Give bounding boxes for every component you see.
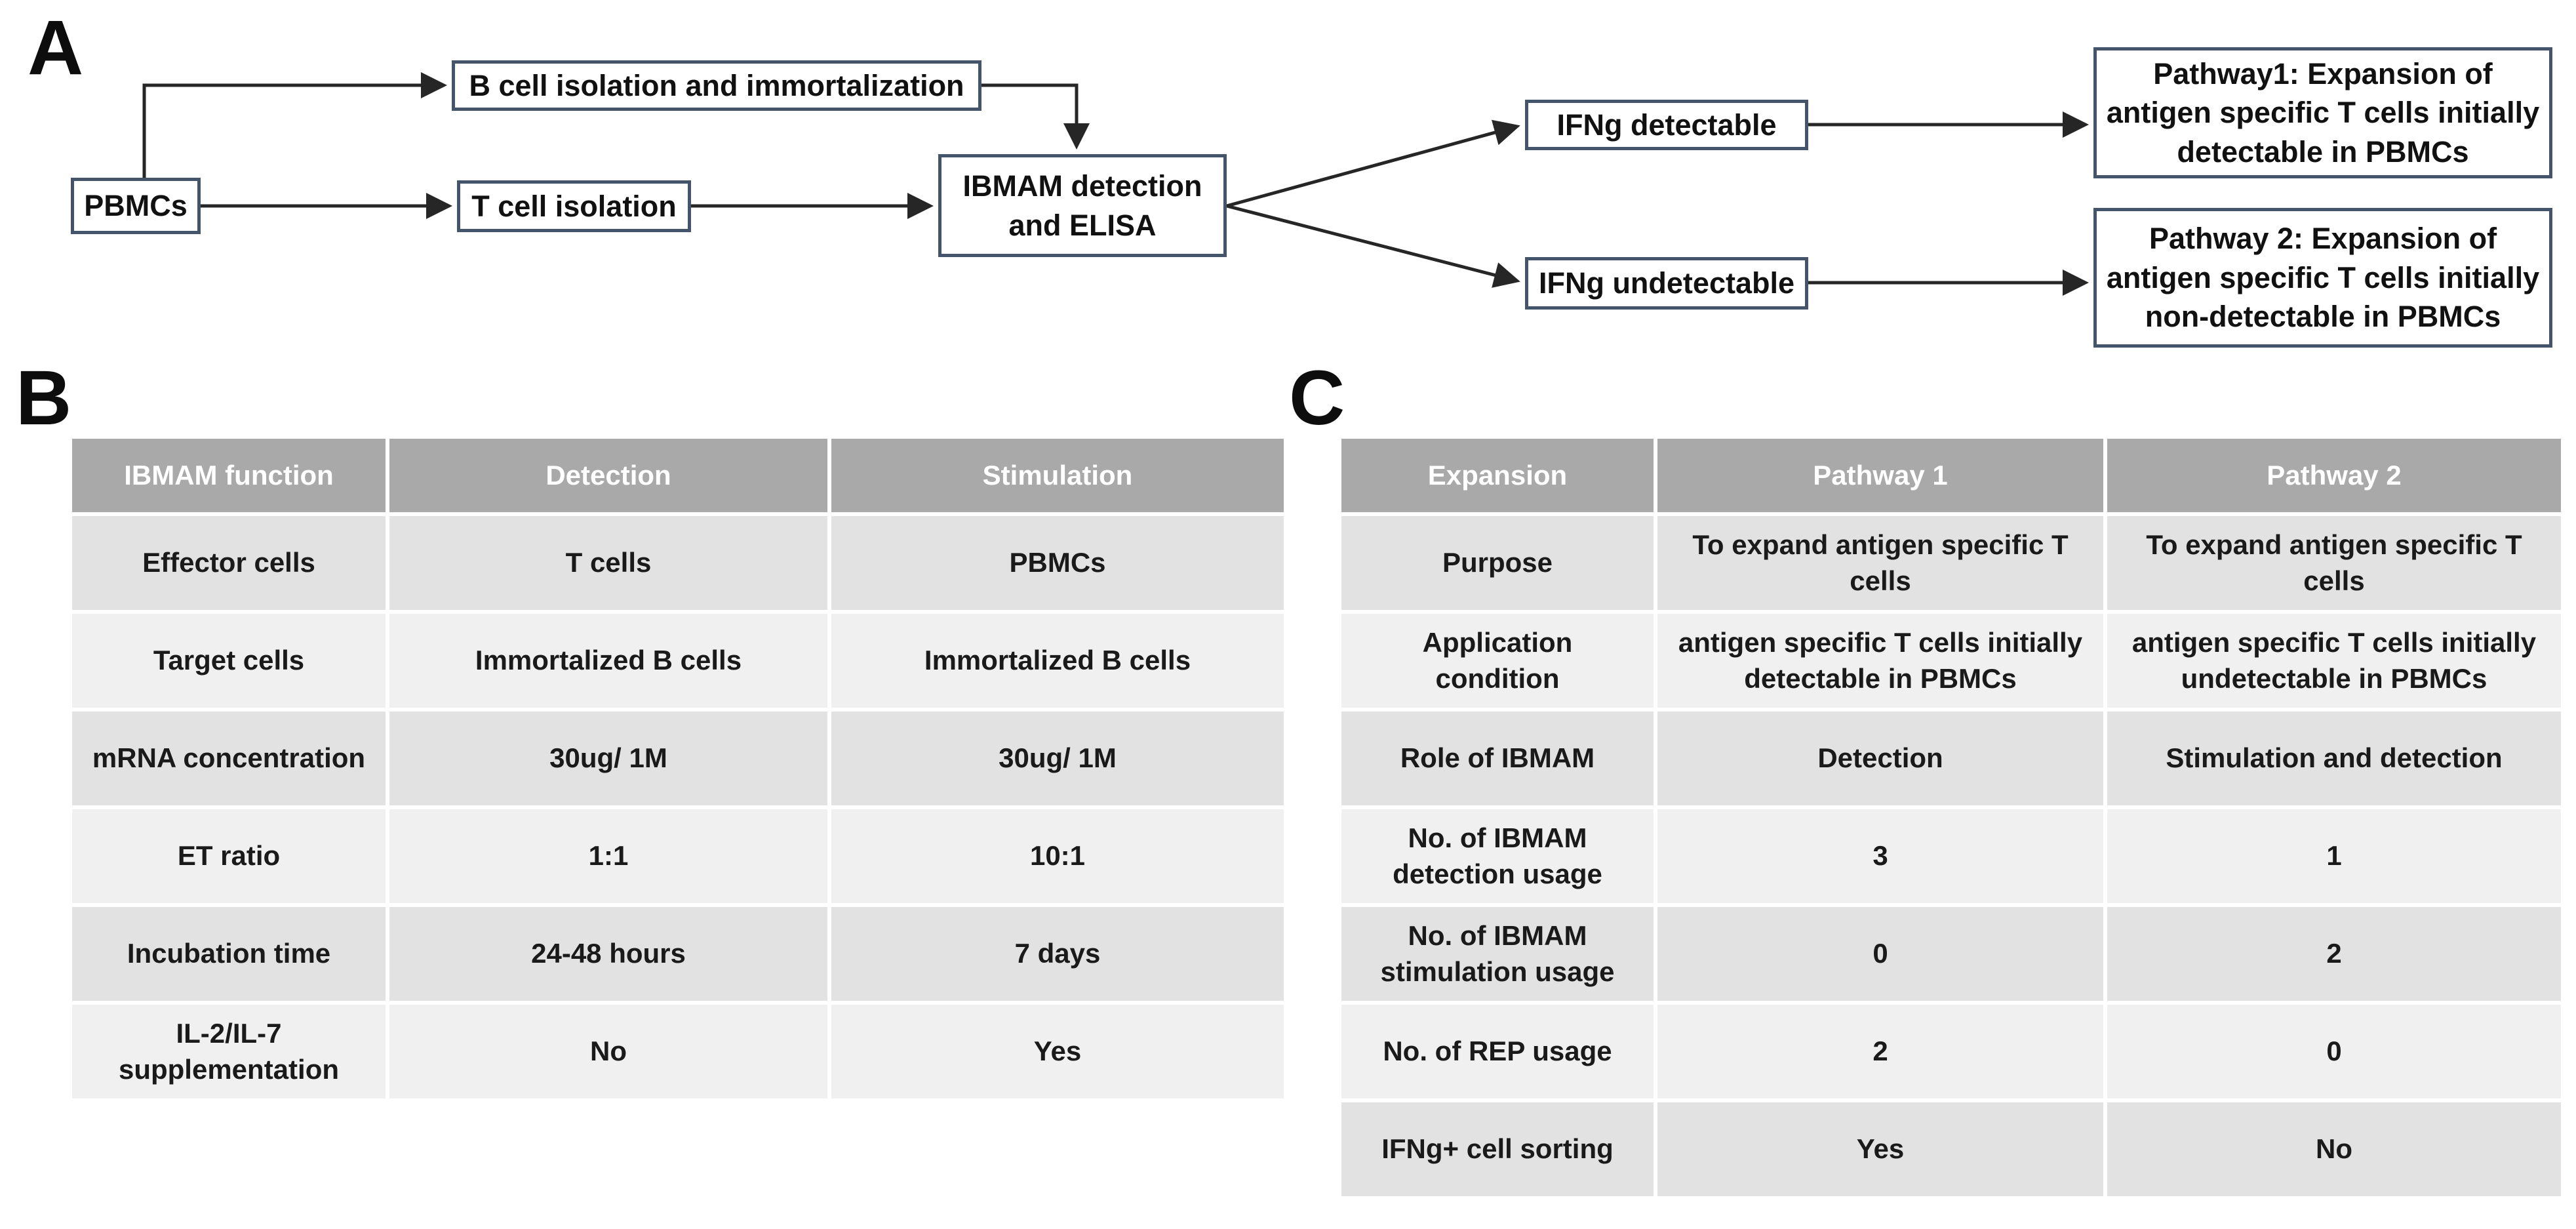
panel-b-label: B xyxy=(16,355,72,441)
flow-node-ifng-undetectable: IFNg undetectable xyxy=(1525,257,1808,310)
table-c-cell: 2 xyxy=(1657,1005,2103,1098)
table-c-header-pathway1: Pathway 1 xyxy=(1657,439,2103,512)
table-c-cell: Yes xyxy=(1657,1102,2103,1196)
table-b-cell: PBMCs xyxy=(831,516,1284,610)
table-b-row-header: Target cells xyxy=(72,614,386,708)
arrow-pbmcs-to-bcell xyxy=(142,72,447,178)
table-b-cell: 1:1 xyxy=(389,809,827,903)
table-c-row-header: No. of IBMAM stimulation usage xyxy=(1341,907,1654,1001)
table-c-row-header: No. of REP usage xyxy=(1341,1005,1654,1098)
table-c-row-header: IFNg+ cell sorting xyxy=(1341,1102,1654,1196)
table-ibmam-function: IBMAM function Detection Stimulation Eff… xyxy=(72,439,1284,1098)
table-expansion-pathways: Expansion Pathway 1 Pathway 2 Purpose To… xyxy=(1341,439,2561,1196)
table-b-row-header: mRNA concentration xyxy=(72,712,386,805)
table-c-cell: antigen specific T cells initially undet… xyxy=(2107,614,2561,708)
table-c-cell: Stimulation and detection xyxy=(2107,712,2561,805)
table-b-row-header: ET ratio xyxy=(72,809,386,903)
table-b-cell: 30ug/ 1M xyxy=(389,712,827,805)
table-b-cell: 24-48 hours xyxy=(389,907,827,1001)
table-c-row-header: Purpose xyxy=(1341,516,1654,610)
table-c-row-header: Role of IBMAM xyxy=(1341,712,1654,805)
table-c-cell: Detection xyxy=(1657,712,2103,805)
table-b-cell: Immortalized B cells xyxy=(831,614,1284,708)
flow-node-ibmam-detection: IBMAM detection and ELISA xyxy=(938,154,1227,257)
table-b-row-header: IL-2/IL-7 supplementation xyxy=(72,1005,386,1098)
table-b-cell: 30ug/ 1M xyxy=(831,712,1284,805)
table-b-cell: Yes xyxy=(831,1005,1284,1098)
table-b-cell: T cells xyxy=(389,516,827,610)
table-c-cell: 3 xyxy=(1657,809,2103,903)
table-b-cell: 10:1 xyxy=(831,809,1284,903)
table-b-cell: 7 days xyxy=(831,907,1284,1001)
table-b-header-function: IBMAM function xyxy=(72,439,386,512)
table-c-cell: To expand antigen specific T cells xyxy=(1657,516,2103,610)
panel-c-label: C xyxy=(1289,355,1345,441)
table-b-cell: Immortalized B cells xyxy=(389,614,827,708)
table-c-cell: 0 xyxy=(2107,1005,2561,1098)
table-c-row-header: Application condition xyxy=(1341,614,1654,708)
table-c-header-expansion: Expansion xyxy=(1341,439,1654,512)
table-c-cell: 0 xyxy=(1657,907,2103,1001)
arrow-ibmam-to-ifng-undetectable xyxy=(1226,204,1520,288)
table-c-cell: antigen specific T cells initially detec… xyxy=(1657,614,2103,708)
table-c-cell: No xyxy=(2107,1102,2561,1196)
arrow-bcell-to-ibmam xyxy=(981,83,1090,150)
table-b-row-header: Effector cells xyxy=(72,516,386,610)
table-b-header-detection: Detection xyxy=(389,439,827,512)
table-c-cell: To expand antigen specific T cells xyxy=(2107,516,2561,610)
arrow-ibmam-to-ifng-detectable xyxy=(1226,119,1520,208)
panel-a-label: A xyxy=(28,5,84,91)
flow-node-pbmcs: PBMCs xyxy=(71,178,201,234)
table-c-header-pathway2: Pathway 2 xyxy=(2107,439,2561,512)
flow-node-b-cell-isolation: B cell isolation and immortalization xyxy=(452,60,981,111)
flow-node-pathway1: Pathway1: Expansion of antigen specific … xyxy=(2093,47,2552,178)
table-c-cell: 2 xyxy=(2107,907,2561,1001)
flowchart-connectors xyxy=(142,72,2089,296)
table-c-cell: 1 xyxy=(2107,809,2561,903)
table-b-cell: No xyxy=(389,1005,827,1098)
flow-node-t-cell-isolation: T cell isolation xyxy=(457,180,691,232)
table-b-row-header: Incubation time xyxy=(72,907,386,1001)
flow-node-pathway2: Pathway 2: Expansion of antigen specific… xyxy=(2093,208,2552,348)
table-b-header-stimulation: Stimulation xyxy=(831,439,1284,512)
table-c-row-header: No. of IBMAM detection usage xyxy=(1341,809,1654,903)
flow-node-ifng-detectable: IFNg detectable xyxy=(1525,100,1808,150)
